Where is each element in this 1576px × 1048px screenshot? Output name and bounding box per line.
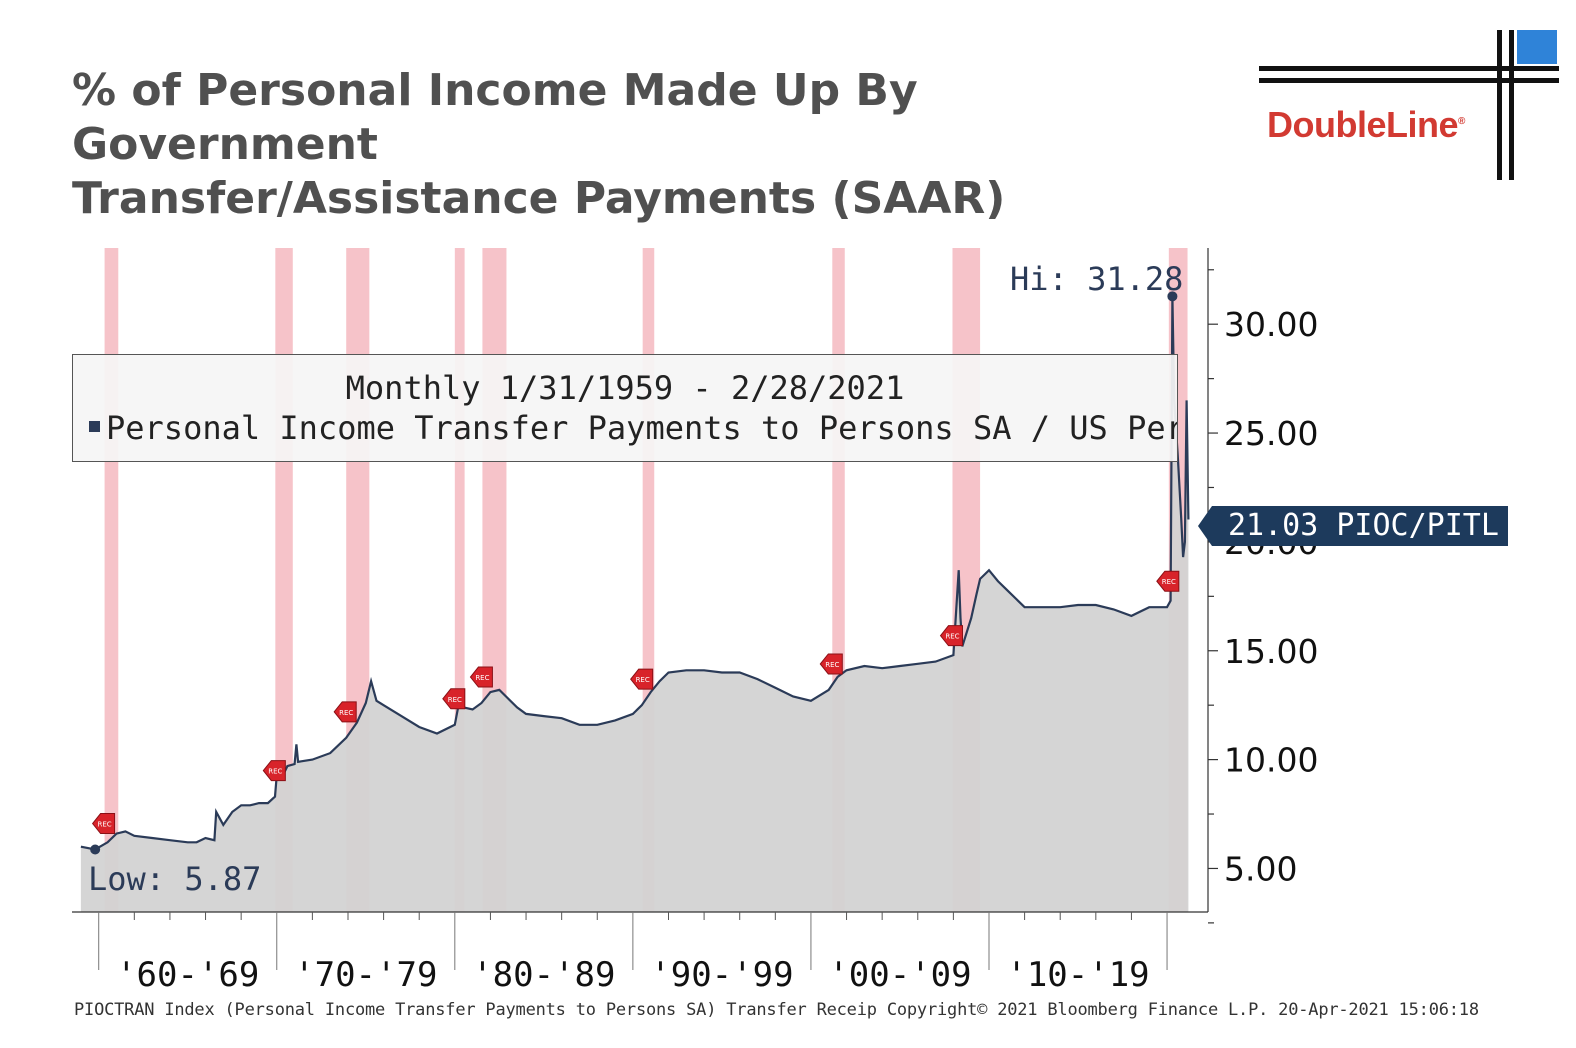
series-line: [80, 296, 1190, 851]
recession-marker-badge: [819, 653, 843, 675]
x-category-label: '10-'19: [1006, 955, 1149, 995]
recession-marker-2: REC: [262, 760, 286, 782]
logo-rule-top: [1259, 66, 1559, 71]
recession-marker-text: REC: [268, 768, 282, 776]
legend-series-entry: Personal Income Transfer Payments to Per…: [89, 409, 1177, 447]
page-title: % of Personal Income Made Up By Governme…: [72, 64, 1192, 226]
recession-marker-text: REC: [339, 709, 353, 717]
recession-marker-text: REC: [825, 661, 839, 669]
recession-marker-badge: [1156, 570, 1180, 592]
recession-marker-badge: [442, 688, 466, 710]
x-axis: '60-'69 '70-'79 '80-'89 '90-'99 '00-'09 '10-'…: [72, 911, 1208, 995]
recession-band-4: [454, 248, 465, 912]
recession-marker-6: REC: [630, 668, 654, 690]
y-tick-label: 15.00: [1224, 632, 1318, 671]
logo-wordmark-text: DoubleLine: [1267, 104, 1459, 145]
recession-marker-badge: [262, 760, 286, 782]
recession-marker-text: REC: [475, 674, 489, 682]
recession-marker-8: REC: [939, 625, 963, 647]
recession-markers: REC REC REC REC REC REC REC REC REC: [91, 570, 1180, 835]
low-point: [90, 844, 101, 855]
recession-marker-4: REC: [442, 688, 466, 710]
page-title-line-2: Transfer/Assistance Payments (SAAR): [72, 173, 1006, 224]
page-title-line-1: % of Personal Income Made Up By Governme…: [72, 65, 918, 170]
y-tick-label: 5.00: [1224, 849, 1297, 888]
hi-label: Hi: 31.28: [1010, 260, 1184, 298]
y-tick-label: 25.00: [1224, 414, 1318, 453]
recession-marker-badge: [91, 813, 116, 835]
recession-marker-5: REC: [469, 666, 493, 688]
recession-marker-7: REC: [819, 653, 843, 675]
chart-legend: Monthly 1/31/1959 - 2/28/2021 Personal I…: [72, 354, 1178, 462]
logo-rule-right: [1509, 30, 1514, 180]
low-label: Low: 5.87: [88, 860, 262, 898]
x-category-label: '70-'79: [294, 955, 437, 995]
legend-series-label: Personal Income Transfer Payments to Per…: [106, 409, 1177, 447]
recession-marker-text: REC: [1162, 578, 1176, 586]
recession-band-1: [104, 248, 119, 912]
hi-point: [1167, 291, 1178, 302]
doubleline-logo: DoubleLine®: [1255, 28, 1565, 183]
last-value-tag: 21.03 PIOC/PITL: [1198, 506, 1508, 546]
logo-rule-left: [1497, 30, 1502, 180]
legend-swatch: [89, 420, 100, 432]
recession-marker-1: REC: [91, 813, 116, 835]
logo-wordmark: DoubleLine®: [1267, 104, 1465, 146]
logo-blue-square: [1517, 30, 1557, 64]
y-tick-label: 10.00: [1224, 741, 1318, 780]
recession-marker-text: REC: [945, 633, 959, 641]
recession-marker-badge: [630, 668, 654, 690]
recession-marker-9: REC: [1156, 570, 1180, 592]
recession-marker-badge: [333, 701, 357, 723]
recession-marker-text: REC: [636, 676, 650, 684]
recession-marker-text: REC: [448, 696, 462, 704]
x-category-label: '60-'69: [116, 955, 259, 995]
recession-marker-3: REC: [333, 701, 357, 723]
series-area-fill: [80, 296, 1189, 912]
recession-band-6: [642, 248, 655, 912]
recession-marker-text: REC: [97, 821, 111, 829]
logo-rule-middle: [1259, 78, 1559, 83]
logo-registered-mark: ®: [1458, 116, 1465, 127]
source-footer: PIOCTRAN Index (Personal Income Transfer…: [74, 1000, 1479, 1020]
x-category-label: '00-'09: [828, 955, 971, 995]
x-category-label: '90-'99: [650, 955, 793, 995]
extrema-points: [90, 291, 1178, 855]
legend-period: Monthly 1/31/1959 - 2/28/2021: [345, 369, 905, 407]
recession-marker-badge: [939, 625, 963, 647]
recession-marker-badge: [469, 666, 493, 688]
x-category-label: '80-'89: [472, 955, 615, 995]
y-tick-label: 30.00: [1224, 305, 1318, 344]
